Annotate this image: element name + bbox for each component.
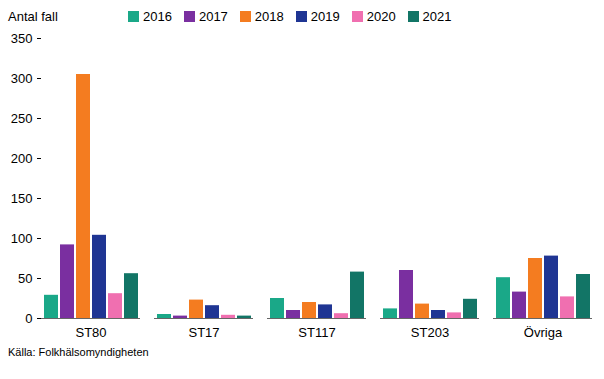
html-text:2017: 2017 [198, 8, 228, 24]
svg-text:200: 200 [11, 151, 33, 166]
svg-text:Övriga: Övriga [524, 325, 563, 340]
html-text:2020: 2020 [366, 8, 396, 24]
svg-text:300: 300 [11, 71, 33, 86]
svg-text:ST17: ST17 [188, 325, 219, 340]
html-text:Antal fall: Antal fall [8, 8, 58, 24]
svg-text:50: 50 [18, 271, 32, 286]
svg-text:250: 250 [11, 111, 33, 126]
svg-text:ST80: ST80 [75, 325, 106, 340]
svg-text:350: 350 [11, 31, 33, 46]
html-text:2019: 2019 [310, 8, 340, 24]
html-text:2018: 2018 [254, 8, 284, 24]
svg-text:0: 0 [25, 311, 32, 326]
svg-text:100: 100 [11, 231, 33, 246]
svg-text:150: 150 [11, 191, 33, 206]
html-text:Källa: Folkhälsomyndigheten: Källa: Folkhälsomyndigheten [8, 346, 149, 358]
html-text:2021: 2021 [422, 8, 452, 24]
svg-text:ST117: ST117 [298, 325, 335, 340]
html-text:2016: 2016 [143, 8, 172, 24]
svg-text:ST203: ST203 [411, 325, 449, 340]
